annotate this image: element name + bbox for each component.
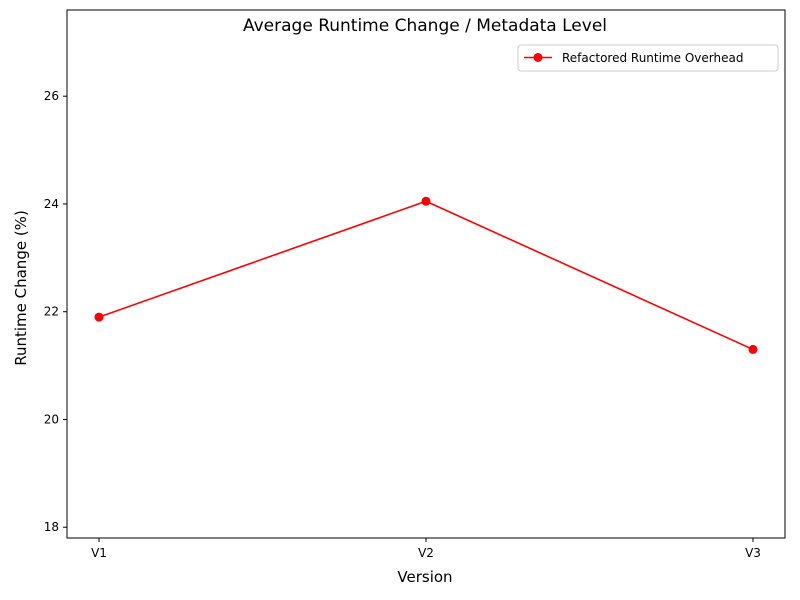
x-tick-label: V2 bbox=[418, 546, 434, 560]
legend-box bbox=[517, 44, 779, 72]
y-tick-label: 22 bbox=[44, 305, 59, 319]
legend-marker bbox=[533, 53, 543, 62]
y-tick-label: 18 bbox=[44, 520, 59, 534]
y-axis-ticks: 18 20 22 24 26 bbox=[44, 89, 67, 534]
plot-frame bbox=[66, 9, 786, 539]
y-tick-label: 24 bbox=[44, 197, 59, 211]
legend-label: Refactored Runtime Overhead bbox=[562, 51, 743, 65]
series-layer bbox=[94, 196, 758, 354]
data-point bbox=[94, 312, 104, 322]
x-axis-label: Version bbox=[397, 568, 452, 586]
x-axis-ticks: V1 V2 V3 bbox=[91, 538, 761, 560]
data-point bbox=[748, 344, 758, 354]
chart-title: Average Runtime Change / Metadata Level bbox=[243, 16, 607, 36]
data-point bbox=[421, 196, 431, 206]
y-axis-label: Runtime Change (%) bbox=[12, 210, 30, 366]
y-tick-label: 20 bbox=[44, 412, 59, 426]
x-tick-label: V3 bbox=[745, 546, 761, 560]
y-tick-label: 26 bbox=[44, 89, 59, 103]
x-tick-label: V1 bbox=[91, 546, 107, 560]
legend: Refactored Runtime Overhead bbox=[517, 44, 779, 72]
